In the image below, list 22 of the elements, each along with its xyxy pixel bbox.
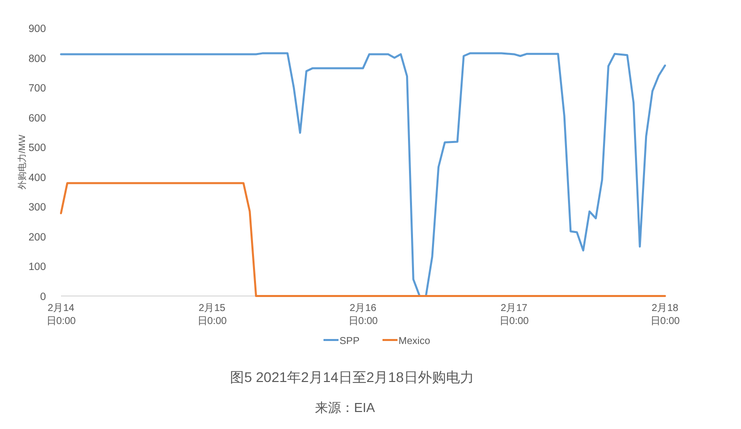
legend-label: Mexico xyxy=(398,336,431,347)
y-tick-label: 600 xyxy=(28,112,46,124)
text: 图5 2021年2月14日至2月18日外购电力 xyxy=(230,369,474,385)
legend-label: SPP xyxy=(340,336,360,347)
x-tick-label: 2月14日0:00 xyxy=(46,303,76,327)
y-tick-label: 100 xyxy=(28,261,46,274)
y-tick-label: 900 xyxy=(28,23,46,35)
x-tick-label: 2月16日0:00 xyxy=(348,303,378,327)
y-axis-title: 外购电力/MW xyxy=(17,134,27,190)
line-series xyxy=(60,182,666,297)
y-tick-label: 700 xyxy=(28,82,46,95)
y-tick-label: 200 xyxy=(28,231,46,244)
y-tick-label: 800 xyxy=(28,52,46,65)
x-tick-label: 2月17日0:00 xyxy=(499,303,530,327)
line-series xyxy=(60,52,666,297)
x-tick-label: 2月18日0:00 xyxy=(650,303,680,327)
y-tick-label: 400 xyxy=(28,172,46,184)
x-tick-label: 2月15日0:00 xyxy=(197,303,228,327)
y-tick-label: 500 xyxy=(28,142,46,154)
y-tick-label: 300 xyxy=(28,202,46,214)
y-tick-label: 0 xyxy=(40,291,46,303)
source-note: 来源：EIA xyxy=(315,400,376,415)
